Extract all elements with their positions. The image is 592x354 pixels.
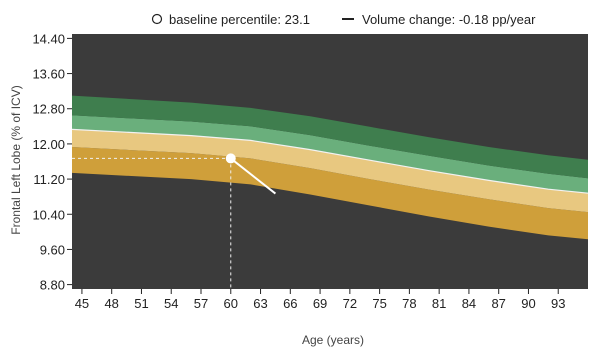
legend: baseline percentile: 23.1 Volume change:…	[151, 12, 536, 27]
x-axis-label: Age (years)	[302, 333, 364, 347]
x-tick-label: 54	[164, 296, 178, 311]
y-tick-label: 12.80	[32, 102, 65, 117]
x-tick-label: 66	[283, 296, 297, 311]
trend-line	[230, 157, 277, 195]
x-tick-label: 84	[462, 296, 476, 311]
band-upper-outer	[72, 95, 588, 179]
x-tick-label: 57	[194, 296, 208, 311]
x-tick-label: 63	[253, 296, 267, 311]
percentile-bands	[71, 95, 589, 240]
legend-baseline-marker	[151, 13, 163, 25]
baseline-annotation	[72, 153, 277, 289]
baseline-point	[225, 153, 236, 164]
band-upper-inner	[72, 115, 588, 194]
median-line	[71, 128, 589, 194]
x-tick-label: 81	[432, 296, 446, 311]
legend-volume-label: Volume change: -0.18 pp/year	[362, 12, 536, 27]
y-tick-label: 12.00	[32, 137, 65, 152]
y-axis-label: Frontal Left Lobe (% of ICV)	[9, 85, 23, 234]
y-tick-label: 11.20	[33, 172, 65, 187]
x-tick-label: 75	[372, 296, 386, 311]
y-tick-label: 10.40	[32, 207, 65, 222]
x-tick-label: 51	[134, 296, 148, 311]
band-lower-outer	[72, 147, 588, 240]
x-tick-label: 72	[343, 296, 357, 311]
x-tick-label: 87	[491, 296, 505, 311]
y-tick-label: 14.40	[32, 31, 65, 46]
x-axis: 45 48 51 54 57 60 63 66 69 72 75 78 81 84 87 90 93	[75, 289, 565, 311]
x-tick-label: 78	[402, 296, 416, 311]
y-axis: 14.40 13.60 12.80 12.00 11.20 10.40 9.60 8.80	[32, 31, 72, 293]
x-tick-label: 48	[104, 296, 118, 311]
y-tick-label: 9.60	[40, 242, 65, 257]
legend-baseline-label: baseline percentile: 23.1	[169, 12, 310, 27]
band-lower-inner	[72, 129, 588, 213]
x-tick-label: 45	[75, 296, 89, 311]
x-tick-label: 60	[224, 296, 238, 311]
x-tick-label: 69	[313, 296, 327, 311]
y-tick-label: 13.60	[32, 67, 65, 82]
x-tick-label: 90	[521, 296, 535, 311]
x-tick-label: 93	[551, 296, 565, 311]
y-tick-label: 8.80	[40, 278, 65, 293]
